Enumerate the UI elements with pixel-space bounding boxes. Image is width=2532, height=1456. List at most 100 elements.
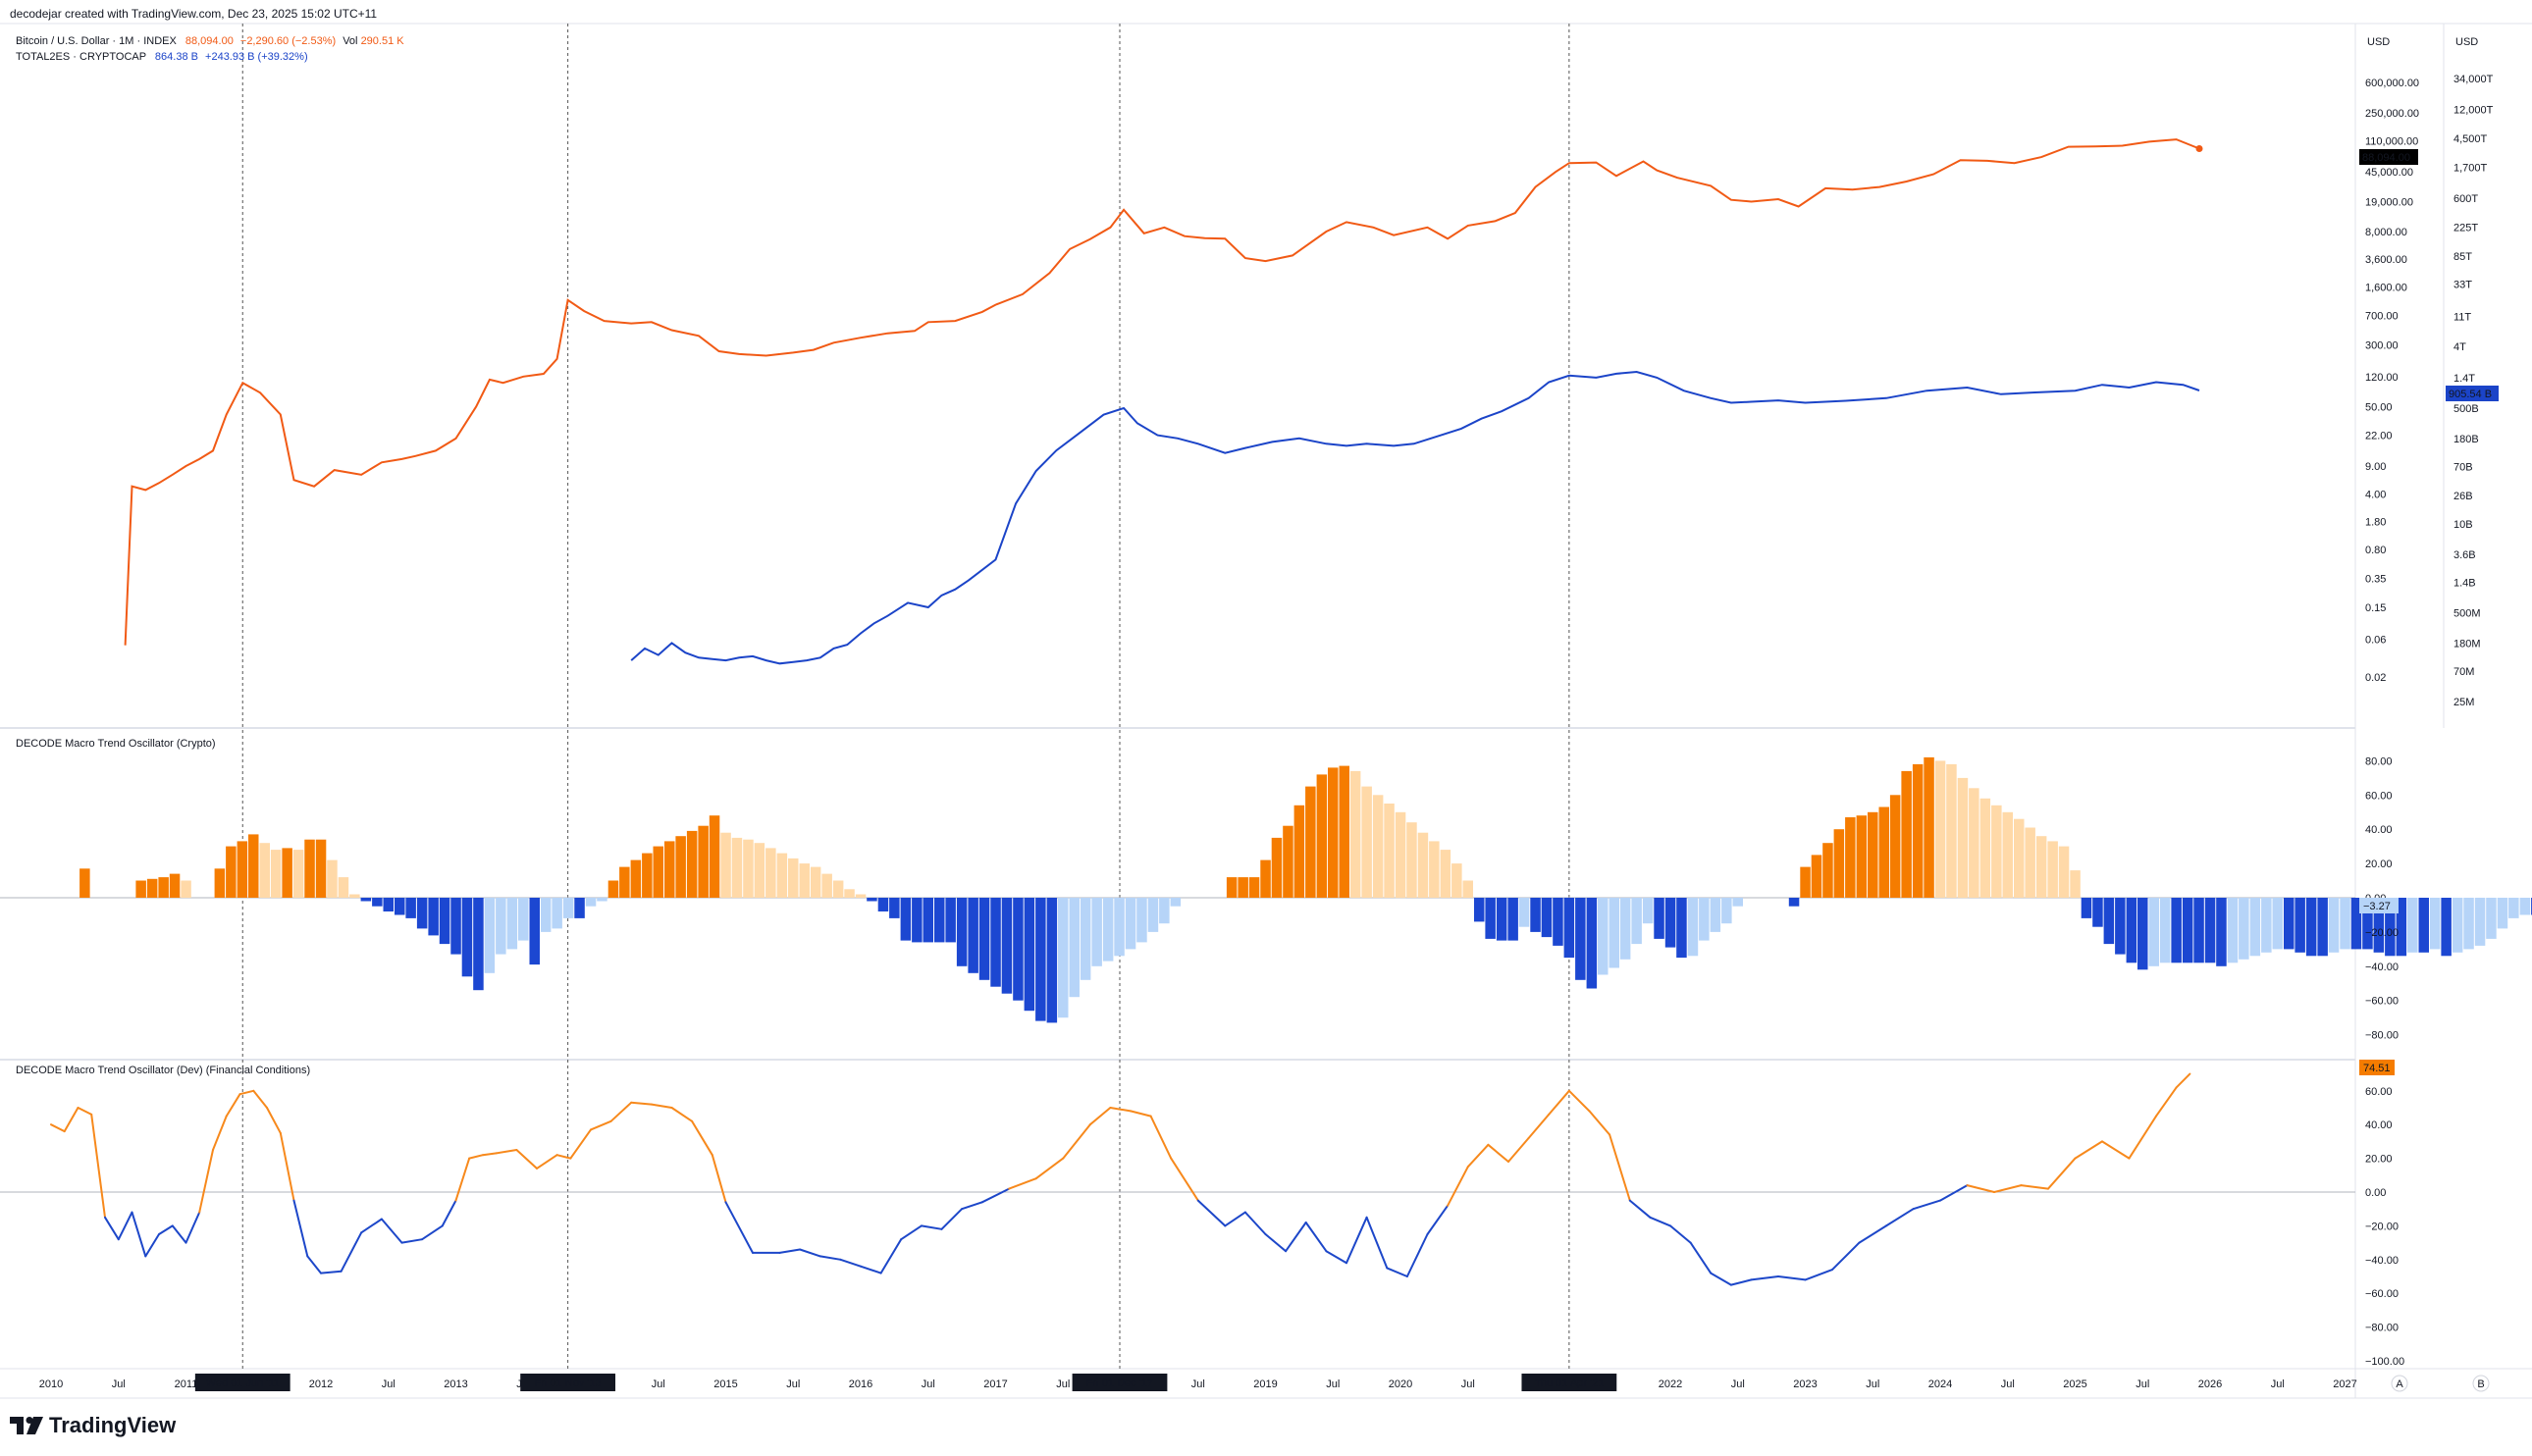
osc1-bar (360, 898, 372, 902)
osc1-bar (2385, 898, 2396, 957)
event-badge[interactable] (1072, 1374, 1168, 1391)
btc-legend-label: Bitcoin / U.S. Dollar · 1M · INDEX (16, 35, 177, 47)
osc1-bar (562, 898, 574, 918)
osc1-bar (237, 841, 248, 898)
osc1-bar (1035, 898, 1046, 1021)
currency-label-1[interactable]: USD (2367, 36, 2390, 48)
osc2-segment (468, 1154, 484, 1160)
log-scale-button[interactable] (2472, 1375, 2490, 1392)
osc1-bar (900, 898, 912, 941)
osc1-bar (2272, 898, 2283, 950)
btc-price-axis[interactable]: 600,000.00 250,000.00 110,000.00 45,000.00 1… (2365, 78, 2419, 684)
osc1-bar (428, 898, 439, 936)
osc2-segment (198, 1149, 214, 1214)
osc1-bar (1619, 898, 1631, 960)
total-axis-tick: 1.4T (2453, 373, 2475, 385)
osc2-segment (225, 1093, 241, 1118)
osc2-segment (860, 1265, 882, 1274)
osc2-segment (171, 1224, 187, 1244)
btc-axis-tick: 1.80 (2365, 517, 2386, 529)
osc2-segment (90, 1113, 106, 1219)
osc1-last-value: −3.27 (2363, 901, 2391, 912)
osc1-bar (1530, 898, 1541, 932)
osc1-bar (2035, 836, 2047, 898)
time-axis[interactable]: 2010 Jul 2011 2012 Jul 2013 Jul Jul 2015 Jul 2016 J… (39, 1374, 2357, 1391)
osc1-bar (2305, 898, 2317, 957)
total-last-value: 905.54 B (2449, 389, 2492, 400)
osc2-segment (1750, 1275, 1779, 1281)
btc-legend-vol-label: Vol (343, 35, 358, 47)
osc2-segment (1628, 1199, 1652, 1219)
osc2-segment (2101, 1140, 2131, 1160)
osc1-bar (1991, 805, 2002, 898)
osc1-bar (552, 898, 562, 929)
total-axis-tick: 70B (2453, 461, 2473, 473)
osc1-bar (990, 898, 1001, 987)
osc2-segment (2155, 1086, 2178, 1118)
event-badge[interactable] (194, 1374, 290, 1391)
currency-label-2[interactable]: USD (2455, 36, 2478, 48)
osc2-segment (590, 1119, 612, 1131)
osc1-bar (2171, 898, 2182, 963)
osc2-segment (2128, 1115, 2157, 1160)
osc1-legend[interactable]: DECODE Macro Trend Oscillator (Crypto) (16, 738, 216, 750)
osc1-bar (2058, 846, 2070, 898)
osc2-axis[interactable]: 60.00 40.00 20.00 0.00 −20.00 −40.00 −60.00 −80… (2365, 1086, 2404, 1368)
total-legend[interactable]: TOTAL2ES · CRYPTOCAP 864.38 B +243.93 B … (16, 51, 308, 63)
osc1-bar (1878, 806, 1889, 898)
event-badge-label: Thu 01 Apr '21 (1534, 1378, 1604, 1389)
osc1-bar (2159, 898, 2171, 963)
osc2-segment (879, 1238, 903, 1274)
osc1-bar (1868, 811, 1878, 899)
osc1-bar (2239, 898, 2249, 960)
osc2-segment (1109, 1107, 1132, 1113)
osc2-segment (1264, 1233, 1288, 1253)
osc2-segment (515, 1149, 538, 1170)
osc1-bar (1496, 898, 1507, 941)
total-last-badge (2446, 386, 2499, 401)
btc-legend-price: 88,094.00 (185, 35, 234, 47)
osc2-segment (630, 1101, 653, 1106)
tradingview-logo[interactable]: TradingView (10, 1413, 176, 1438)
osc1-bar (2340, 898, 2350, 950)
osc2-segment (724, 1201, 754, 1254)
time-axis-label: Jul (922, 1378, 935, 1390)
total-price-axis[interactable]: 34,000T 12,000T 4,500T 1,700T 600T 225T 85T 33T… (2453, 74, 2494, 708)
osc1-bar (2070, 870, 2081, 898)
btc-line (124, 138, 2200, 646)
osc2-segment (266, 1107, 282, 1134)
osc2-segment (1939, 1184, 1969, 1202)
osc1-bar (2025, 827, 2035, 898)
osc2-legend[interactable]: DECODE Macro Trend Oscillator (Dev) (Fin… (16, 1065, 311, 1076)
event-badge[interactable] (520, 1374, 616, 1391)
total-axis-tick: 33T (2453, 279, 2472, 290)
osc1-bar (912, 898, 923, 943)
osc1-bar (2014, 818, 2025, 898)
btc-axis-tick: 45,000.00 (2365, 167, 2413, 179)
osc2-axis-tick: 40.00 (2365, 1119, 2393, 1131)
osc1-bar (1676, 898, 1687, 959)
osc1-bar (788, 858, 799, 898)
btc-axis-tick: 600,000.00 (2365, 78, 2419, 89)
total-legend-label: TOTAL2ES · CRYPTOCAP (16, 51, 146, 63)
osc1-bar (1541, 898, 1553, 938)
osc1-bar (1732, 898, 1743, 907)
osc2-segment (940, 1208, 964, 1230)
osc2-segment (1304, 1222, 1328, 1253)
osc1-bar (2204, 898, 2216, 963)
time-axis-label: 2015 (713, 1378, 737, 1390)
osc1-bar (1013, 898, 1024, 1001)
osc1-bar (574, 898, 585, 918)
btc-legend[interactable]: Bitcoin / U.S. Dollar · 1M · INDEX 88,09… (16, 35, 404, 47)
osc1-bar (1485, 898, 1496, 939)
auto-scale-button[interactable] (2391, 1375, 2408, 1392)
osc2-segment (536, 1154, 558, 1170)
osc1-bar (1305, 786, 1316, 898)
osc1-bar (754, 843, 765, 898)
osc2-segment (1405, 1233, 1429, 1277)
osc1-bar (1889, 795, 1901, 898)
event-badge[interactable] (1521, 1374, 1617, 1391)
osc2-segment (1130, 1110, 1152, 1118)
osc2-segment (1285, 1222, 1307, 1253)
osc1-bar (2362, 898, 2373, 950)
